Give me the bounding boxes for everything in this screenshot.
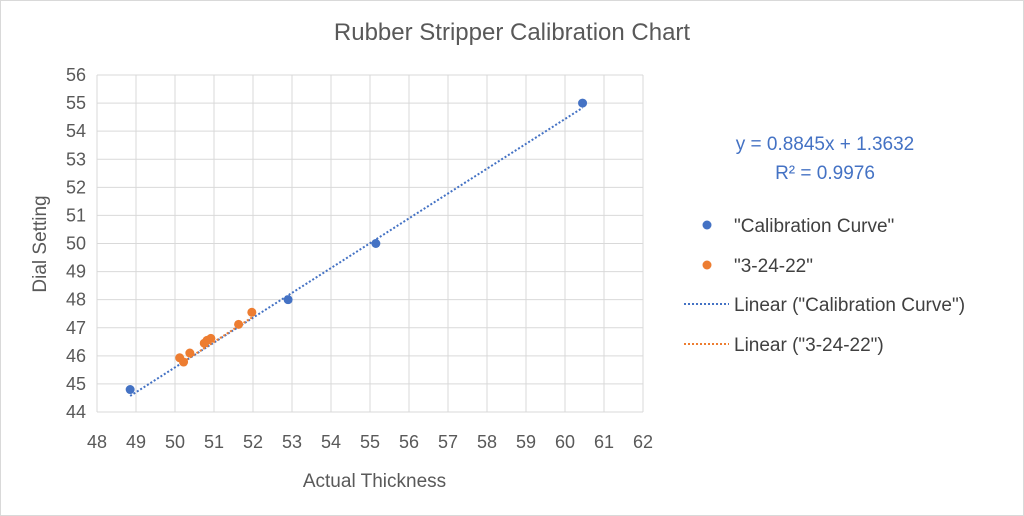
- y-tick-label: 48: [66, 290, 86, 310]
- tick-labels: 48 49 50 51 52 53 54 55 56 57 58 59 60 61 62 44 45 46 47 48…: [66, 65, 653, 452]
- x-tick-label: 55: [360, 432, 380, 452]
- trendlines: [129, 106, 584, 397]
- data-point: [206, 333, 216, 343]
- y-tick-label: 47: [66, 318, 86, 338]
- x-tick-label: 60: [555, 432, 575, 452]
- x-tick-label: 61: [594, 432, 614, 452]
- legend-marker: [702, 220, 712, 230]
- x-tick-label: 53: [282, 432, 302, 452]
- y-tick-label: 55: [66, 93, 86, 113]
- data-point: [283, 295, 293, 305]
- y-axis-title: Dial Setting: [30, 195, 51, 292]
- y-tick-label: 49: [66, 262, 86, 282]
- data-point: [179, 357, 189, 367]
- x-tick-label: 50: [165, 432, 185, 452]
- x-tick-label: 62: [633, 432, 653, 452]
- x-tick-label: 58: [477, 432, 497, 452]
- x-tick-label: 49: [126, 432, 146, 452]
- y-tick-label: 45: [66, 374, 86, 394]
- legend-marker: [702, 260, 712, 270]
- y-tick-label: 51: [66, 205, 86, 225]
- x-tick-label: 59: [516, 432, 536, 452]
- data-points: [125, 98, 588, 395]
- y-tick-label: 54: [66, 121, 86, 141]
- x-axis-title: Actual Thickness: [303, 471, 446, 492]
- y-tick-label: 52: [66, 177, 86, 197]
- data-point: [125, 385, 135, 395]
- x-tick-label: 51: [204, 432, 224, 452]
- trendline: [129, 106, 584, 397]
- data-point: [247, 307, 257, 317]
- x-tick-label: 54: [321, 432, 341, 452]
- x-tick-label: 56: [399, 432, 419, 452]
- y-tick-label: 50: [66, 234, 86, 254]
- y-tick-label: 44: [66, 402, 86, 422]
- legend-label: "3-24-22": [734, 256, 813, 277]
- legend-label: Linear ("3-24-22"): [734, 335, 884, 356]
- chart-title: Rubber Stripper Calibration Chart: [334, 19, 691, 46]
- legend: "Calibration Curve" "3-24-22" Linear ("Cal…: [684, 216, 965, 356]
- gridlines: [96, 74, 644, 413]
- y-tick-label: 46: [66, 346, 86, 366]
- trendline-r-squared: R² = 0.9976: [775, 163, 875, 184]
- data-point: [371, 239, 381, 248]
- data-point: [185, 348, 195, 358]
- x-tick-label: 57: [438, 432, 458, 452]
- x-tick-label: 48: [87, 432, 107, 452]
- y-tick-label: 56: [66, 65, 86, 85]
- x-tick-label: 52: [243, 432, 263, 452]
- legend-label: "Calibration Curve": [734, 216, 894, 237]
- y-tick-label: 53: [66, 149, 86, 169]
- trendline-equation: y = 0.8845x + 1.3632: [736, 134, 915, 155]
- data-point: [234, 319, 244, 329]
- legend-label: Linear ("Calibration Curve"): [734, 295, 965, 316]
- data-point: [578, 98, 588, 108]
